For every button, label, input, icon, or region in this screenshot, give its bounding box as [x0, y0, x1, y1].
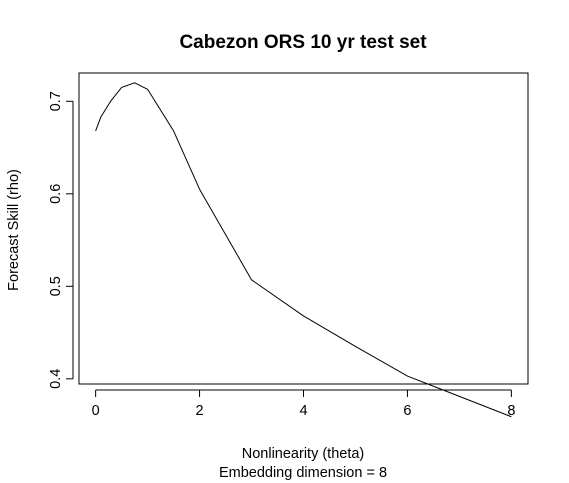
y-axis: 0.4 0.5 0.6 0.7	[48, 91, 74, 389]
x-axis: 0 2 4 6 8	[92, 389, 515, 419]
series-line	[95, 82, 512, 418]
x-tick-label: 4	[299, 403, 307, 419]
x-axis-sublabel: Embedding dimension = 8	[219, 465, 387, 481]
x-axis-label: Nonlinearity (theta)	[242, 446, 365, 462]
y-axis-label: Forecast Skill (rho)	[6, 169, 22, 291]
series-layer	[95, 82, 512, 418]
x-tick-label: 6	[403, 403, 411, 419]
x-tick-label: 8	[507, 403, 515, 419]
plot-frame	[78, 72, 529, 385]
x-tick-label: 2	[196, 403, 204, 419]
y-tick-label: 0.7	[48, 91, 64, 111]
y-tick-label: 0.6	[48, 184, 64, 204]
y-tick-label: 0.4	[48, 369, 64, 389]
y-tick-label: 0.5	[48, 276, 64, 296]
x-tick-label: 0	[92, 403, 100, 419]
chart-title: Cabezon ORS 10 yr test set	[179, 32, 427, 53]
